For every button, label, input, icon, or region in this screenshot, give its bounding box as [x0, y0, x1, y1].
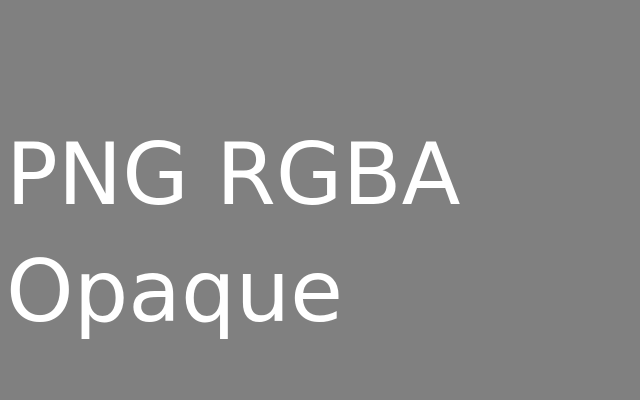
title-line-1: PNG RGBA [6, 125, 461, 225]
title-line-2: Opaque [6, 242, 343, 342]
